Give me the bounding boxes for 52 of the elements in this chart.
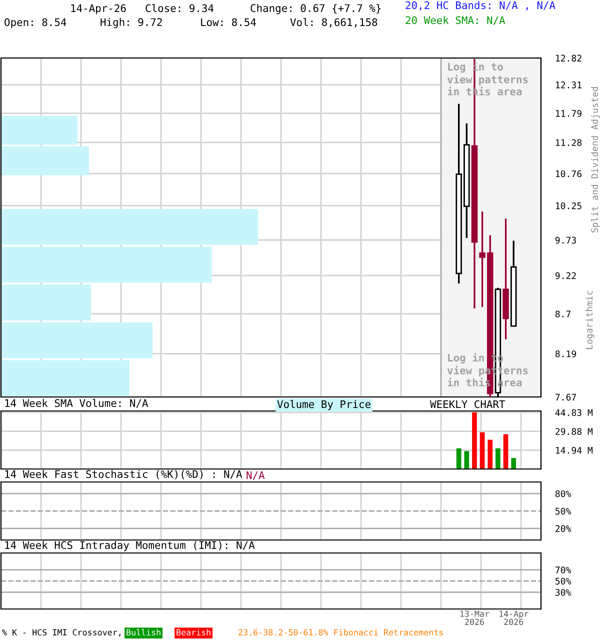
- y-tick-label: 9.73: [555, 236, 576, 244]
- y-tick-label: 30%: [555, 588, 572, 596]
- text: Change: 0.67 {+7.7 %}: [250, 4, 381, 14]
- y-tick-label: 8.7: [555, 310, 571, 318]
- text: WEEKLY CHART: [430, 400, 506, 408]
- text: 14-Apr-26: [71, 4, 126, 14]
- bar: [496, 448, 500, 469]
- y-tick-label: 14.94 M: [556, 446, 593, 454]
- y-tick-label: 10.25: [556, 202, 582, 210]
- bar: [480, 432, 485, 469]
- y-tick-label: 80%: [555, 490, 572, 498]
- text: 20 Week SMA: N/A: [406, 16, 506, 25]
- bar: [472, 412, 477, 469]
- text: Close: 9.34: [146, 4, 214, 12]
- text: Open: 8.54: [4, 18, 66, 28]
- text: 23.6-38.2-50-61.8% Fibonacci Retracements: [238, 629, 443, 636]
- text: Logarithmic: [586, 290, 594, 349]
- text: Bearish: [176, 629, 210, 636]
- bar: [503, 434, 508, 469]
- x-tick-label: 14-Apr 2026: [500, 610, 528, 625]
- y-tick-label: 29.88 M: [556, 428, 593, 435]
- chart-title: 14 Week SMA Volume: N/A: [5, 398, 148, 408]
- text: Low: 8.54: [201, 18, 256, 26]
- y-tick-label: 11.79: [556, 110, 582, 117]
- chart-title: 14 Week Fast Stochastic (%K)(%D) : N/A: [5, 470, 242, 480]
- text: % K - HCS IMI Crossover,: [2, 629, 120, 637]
- y-tick-label: 7.67: [556, 394, 576, 401]
- y-tick-label: 9.22: [555, 272, 576, 280]
- y-tick-label: 10.76: [556, 170, 582, 178]
- bar: [488, 440, 493, 469]
- y-tick-label: 20%: [556, 525, 572, 532]
- text: Bullish: [126, 629, 160, 636]
- y-axis-title: Split and Dividend Adjusted: [591, 87, 600, 232]
- y-tick-label: 12.31: [556, 82, 582, 88]
- y-tick-label: 50%: [556, 508, 572, 515]
- text: N/A: [246, 471, 265, 480]
- bar: [464, 451, 470, 469]
- y-tick-label: 70%: [556, 566, 572, 574]
- text: Volume By Price: [277, 400, 370, 410]
- y-tick-label: 11.28: [556, 139, 582, 146]
- bar: [511, 458, 516, 469]
- y-tick-label: 50%: [556, 578, 572, 585]
- y-tick-label: 12.82: [556, 54, 582, 62]
- bar: [456, 448, 462, 469]
- text: High: 9.72: [100, 18, 162, 28]
- x-tick-label: 13-Mar 2026: [460, 610, 490, 625]
- text: 20,2 HC Bands: N/A , N/A: [406, 1, 556, 10]
- y-tick-label: 44.83 M: [555, 409, 593, 416]
- y-tick-label: 8.19: [555, 350, 576, 358]
- chart-title: 14 Week HCS Intraday Momentum (IMI): N/A: [5, 540, 255, 552]
- text: Vol: 8,661,158: [290, 18, 378, 28]
- bar: [1, 284, 91, 320]
